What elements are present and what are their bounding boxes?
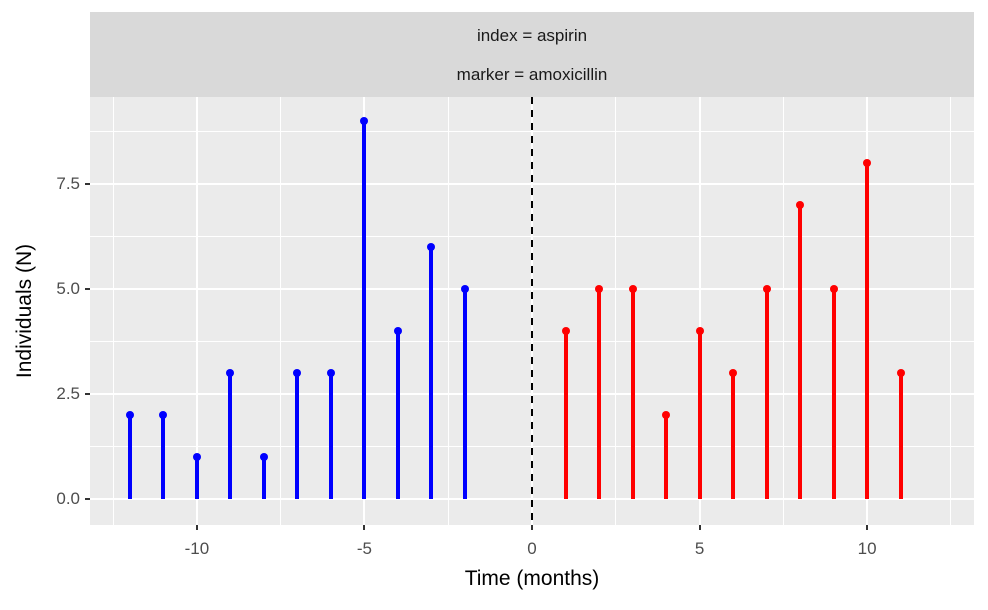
- stem-point: [460, 284, 469, 293]
- x-axis-title: Time (months): [464, 567, 600, 590]
- x-gridline-minor: [112, 97, 114, 525]
- stem: [194, 456, 199, 499]
- stem: [228, 372, 233, 499]
- stem-point: [695, 326, 704, 335]
- stem-point: [896, 368, 905, 377]
- zero-reference-line: [531, 97, 533, 525]
- y-tick-label: 7.5: [56, 173, 80, 193]
- stem: [697, 330, 702, 499]
- stem-point: [829, 284, 838, 293]
- x-tick-mark: [866, 525, 869, 530]
- y-axis-title: Individuals (N): [13, 243, 36, 379]
- stem-point: [863, 158, 872, 167]
- x-tick-mark: [531, 525, 533, 530]
- stem: [462, 288, 467, 499]
- stem-point: [561, 326, 570, 335]
- y-tick-label: 5.0: [56, 278, 80, 298]
- stem-point: [125, 410, 134, 419]
- stem: [764, 288, 769, 499]
- y-tick-mark: [85, 182, 90, 185]
- stem: [161, 414, 166, 499]
- stem-point: [628, 284, 637, 293]
- stem: [563, 330, 568, 499]
- facet-strip-label-index: index = aspirin: [476, 25, 588, 45]
- x-tick-mark: [698, 525, 701, 530]
- stem: [898, 372, 903, 499]
- stem-point: [159, 410, 168, 419]
- stem-point: [259, 452, 268, 461]
- y-tick-mark: [85, 497, 90, 500]
- x-gridline-minor: [447, 97, 449, 525]
- x-gridline-major: [698, 97, 701, 525]
- stem: [597, 288, 602, 499]
- x-gridline-major: [195, 97, 198, 525]
- stem-point: [729, 368, 738, 377]
- stem-point: [393, 326, 402, 335]
- x-gridline-minor: [782, 97, 784, 525]
- stem-point: [796, 200, 805, 209]
- facet-strip-label-marker: marker = amoxicillin: [456, 64, 608, 84]
- x-tick-mark: [363, 525, 366, 530]
- stem-point: [192, 452, 201, 461]
- x-tick-label: -5: [356, 539, 372, 558]
- stem: [831, 288, 836, 499]
- stem: [798, 204, 803, 499]
- x-gridline-minor: [615, 97, 617, 525]
- facet-strip: index = aspirin marker = amoxicillin: [90, 12, 974, 97]
- stem: [865, 162, 870, 499]
- stem-point: [427, 242, 436, 251]
- stem: [295, 372, 300, 499]
- stem: [362, 120, 367, 499]
- stem-point: [662, 410, 671, 419]
- plot-panel: [90, 97, 974, 525]
- x-tick-label: 10: [857, 539, 877, 558]
- y-tick-label: 0.0: [56, 488, 80, 508]
- stem-point: [293, 368, 302, 377]
- y-tick-mark: [85, 287, 90, 290]
- x-gridline-minor: [950, 97, 952, 525]
- x-tick-label: 0: [527, 539, 537, 558]
- y-tick-label: 2.5: [56, 383, 80, 403]
- stem-point: [326, 368, 335, 377]
- stem: [731, 372, 736, 499]
- stem-point: [360, 116, 369, 125]
- stem: [630, 288, 635, 499]
- x-tick-mark: [195, 525, 198, 530]
- stem: [395, 330, 400, 499]
- y-tick-mark: [85, 392, 90, 395]
- stem: [261, 456, 266, 499]
- x-tick-label: 5: [694, 539, 705, 558]
- x-tick-label: -10: [184, 539, 210, 558]
- stem-point: [762, 284, 771, 293]
- stem: [328, 372, 333, 499]
- x-gridline-minor: [280, 97, 282, 525]
- stem: [664, 414, 669, 499]
- stem-point: [595, 284, 604, 293]
- stem: [429, 246, 434, 499]
- stem-point: [226, 368, 235, 377]
- stem: [127, 414, 132, 499]
